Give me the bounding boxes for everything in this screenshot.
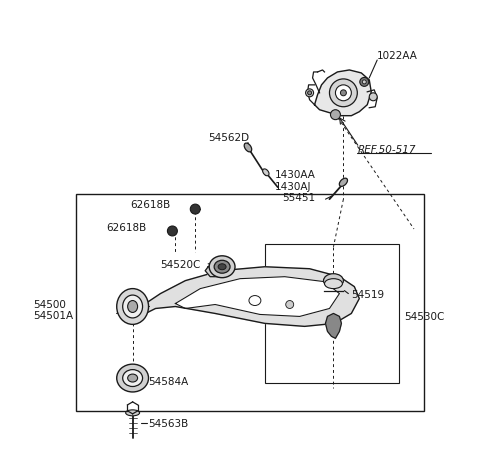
Text: 54500: 54500 (33, 299, 66, 309)
Text: 62618B: 62618B (106, 222, 146, 232)
Ellipse shape (123, 370, 143, 387)
Polygon shape (325, 314, 341, 339)
Circle shape (340, 91, 347, 97)
Circle shape (362, 81, 366, 85)
Circle shape (336, 86, 351, 101)
Ellipse shape (324, 274, 343, 288)
Text: 54584A: 54584A (148, 376, 189, 386)
Circle shape (360, 78, 369, 87)
Ellipse shape (218, 264, 226, 270)
Text: 54562D: 54562D (208, 132, 249, 142)
Circle shape (286, 301, 294, 309)
Ellipse shape (214, 261, 230, 274)
Bar (265, 244, 399, 383)
Text: 54520C: 54520C (160, 259, 201, 269)
Ellipse shape (249, 296, 261, 306)
Ellipse shape (126, 410, 140, 416)
Circle shape (306, 90, 313, 97)
Polygon shape (141, 267, 360, 327)
Polygon shape (205, 261, 225, 277)
Circle shape (168, 226, 178, 236)
Polygon shape (314, 71, 371, 116)
Text: REF.50-517: REF.50-517 (357, 145, 416, 155)
Ellipse shape (244, 144, 252, 152)
Ellipse shape (117, 289, 148, 325)
Ellipse shape (117, 364, 148, 392)
Text: 54530C: 54530C (404, 312, 444, 322)
Polygon shape (175, 277, 339, 317)
Text: 54501A: 54501A (33, 311, 73, 321)
Circle shape (330, 110, 340, 120)
Ellipse shape (209, 256, 235, 278)
Circle shape (329, 80, 357, 107)
Bar (76, 195, 424, 411)
Text: 1430AA: 1430AA (275, 170, 316, 180)
Ellipse shape (123, 295, 143, 318)
Text: 1022AA: 1022AA (377, 51, 418, 61)
Ellipse shape (263, 170, 269, 176)
Circle shape (308, 92, 312, 96)
Text: 62618B: 62618B (131, 200, 171, 210)
Text: 54563B: 54563B (148, 418, 189, 428)
Ellipse shape (339, 179, 348, 187)
Circle shape (369, 94, 377, 101)
Text: 55451: 55451 (282, 193, 315, 202)
Ellipse shape (128, 301, 138, 313)
Ellipse shape (324, 279, 342, 289)
Ellipse shape (128, 374, 138, 382)
Circle shape (190, 205, 200, 215)
Text: 1430AJ: 1430AJ (275, 182, 312, 192)
Text: 54519: 54519 (351, 289, 384, 299)
